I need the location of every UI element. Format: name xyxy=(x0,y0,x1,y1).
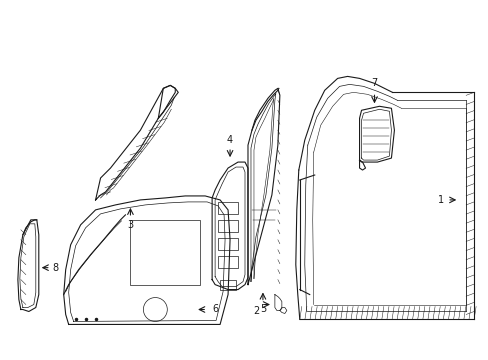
Text: 6: 6 xyxy=(212,305,218,315)
Text: 4: 4 xyxy=(226,135,233,145)
Bar xyxy=(130,220,200,285)
Text: 1: 1 xyxy=(437,195,444,205)
Text: 3: 3 xyxy=(127,220,133,230)
Text: 7: 7 xyxy=(370,78,377,88)
Text: 2: 2 xyxy=(252,306,259,316)
Bar xyxy=(218,202,238,214)
Text: 5: 5 xyxy=(259,305,265,315)
Bar xyxy=(218,238,238,250)
Text: 8: 8 xyxy=(53,263,59,273)
Bar xyxy=(218,256,238,268)
Bar xyxy=(218,220,238,232)
Bar xyxy=(220,280,236,289)
